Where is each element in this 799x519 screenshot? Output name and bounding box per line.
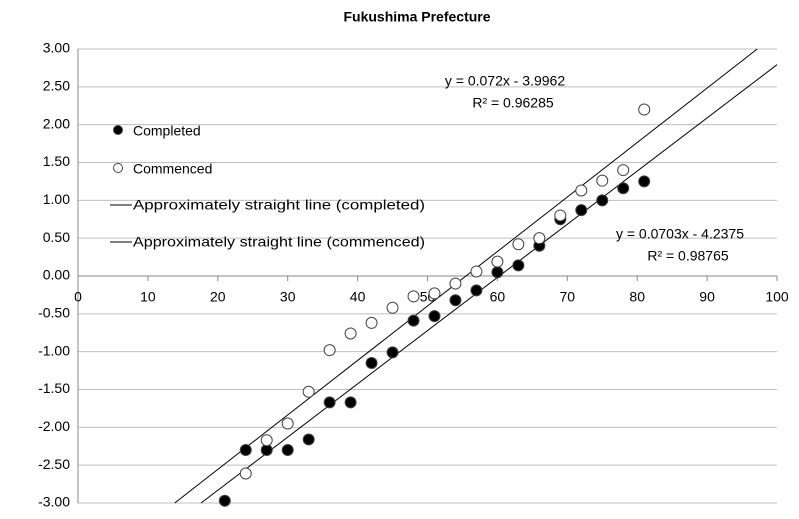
trendline-equation: y = 0.0703x - 4.2375	[616, 226, 744, 242]
point	[617, 182, 630, 195]
chart-title: Fukushima Prefecture	[343, 9, 490, 25]
point	[239, 467, 252, 480]
y-tick-label: -2.50	[38, 456, 70, 472]
x-tick-label: 90	[699, 289, 715, 305]
x-tick-label: 70	[560, 289, 576, 305]
x-tick-label: 40	[350, 289, 366, 305]
point	[617, 164, 630, 177]
legend-label: Approximately straight line (completed)	[133, 197, 425, 213]
x-tick-label: 10	[140, 289, 156, 305]
x-tick-label: 60	[490, 289, 506, 305]
trendline	[200, 64, 778, 504]
point	[323, 344, 336, 357]
legend-marker	[113, 163, 123, 173]
point	[449, 294, 462, 307]
x-tick-label: 30	[280, 289, 296, 305]
point	[260, 434, 273, 447]
trendline-equation: y = 0.072x - 3.9962	[445, 73, 565, 89]
point	[428, 310, 441, 323]
point	[407, 290, 420, 303]
y-tick-label: -2.00	[38, 418, 70, 434]
point	[386, 301, 399, 314]
point	[386, 346, 399, 359]
x-tick-label: 80	[629, 289, 645, 305]
point	[407, 314, 420, 327]
point	[512, 238, 525, 251]
y-tick-label: 3.00	[43, 40, 70, 56]
x-tick-label: 0	[74, 289, 82, 305]
point	[365, 316, 378, 329]
trendline-r-squared: R² = 0.98765	[647, 248, 729, 264]
x-tick-label: 20	[210, 289, 226, 305]
point	[575, 184, 588, 197]
point	[533, 232, 546, 245]
point	[344, 327, 357, 340]
y-tick-label: -0.50	[38, 305, 70, 321]
y-tick-label: 2.00	[43, 115, 70, 131]
point	[281, 444, 294, 457]
legend-label: Commenced	[133, 161, 212, 177]
y-tick-label: 2.50	[43, 78, 70, 94]
point	[302, 385, 315, 398]
y-tick-label: 0.50	[43, 229, 70, 245]
point	[491, 266, 504, 279]
point	[638, 175, 651, 188]
point	[596, 174, 609, 187]
point	[491, 255, 504, 268]
point	[365, 357, 378, 370]
point	[512, 259, 525, 272]
point	[428, 287, 441, 300]
point	[470, 265, 483, 278]
point	[470, 284, 483, 297]
y-tick-label: -1.50	[38, 380, 70, 396]
point	[239, 444, 252, 457]
y-tick-label: -3.00	[38, 494, 70, 510]
y-tick-label: 1.50	[43, 153, 70, 169]
point	[638, 103, 651, 116]
point	[302, 433, 315, 446]
point	[575, 204, 588, 217]
legend-label: Approximately straight line (commenced)	[133, 234, 425, 250]
trendline	[174, 48, 758, 504]
x-tick-label: 100	[765, 289, 789, 305]
point	[449, 277, 462, 290]
point	[596, 194, 609, 207]
point	[281, 417, 294, 430]
y-tick-label: -1.00	[38, 342, 70, 358]
trendline-r-squared: R² = 0.96285	[472, 95, 554, 111]
point	[323, 396, 336, 409]
y-tick-label: 0.00	[43, 267, 70, 283]
point	[344, 396, 357, 409]
legend-marker	[113, 125, 123, 135]
point	[218, 494, 231, 507]
y-tick-label: 1.00	[43, 191, 70, 207]
point	[554, 209, 567, 222]
legend-label: Completed	[133, 123, 201, 139]
